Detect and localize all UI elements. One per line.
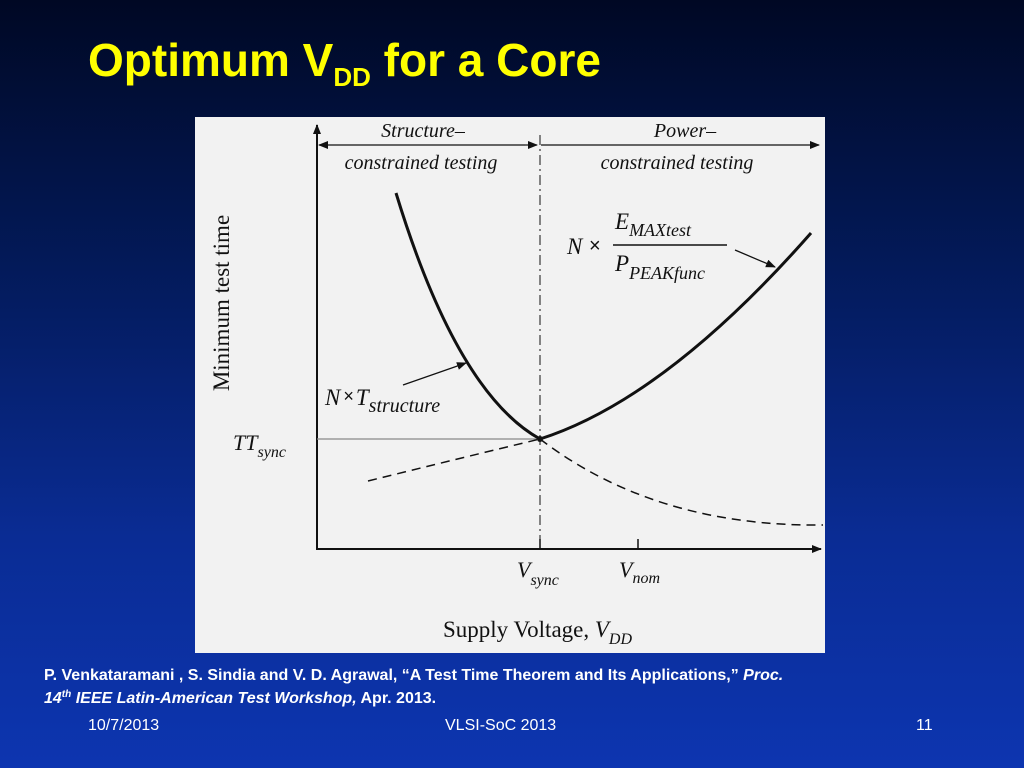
- ttsync-label-main: TT: [233, 430, 259, 455]
- left-dashed-curve: [367, 438, 541, 482]
- reference-date: Apr. 2013.: [356, 690, 437, 707]
- reference-citation: P. Venkataramani , S. Sindia and V. D. A…: [44, 664, 984, 710]
- power-label-denominator: PPEAKfunc: [614, 251, 705, 283]
- intersection-point: [537, 436, 543, 442]
- footer-page-number: 11: [916, 717, 933, 734]
- power-numerator-sub: MAXtest: [628, 220, 692, 240]
- structure-label-n: N: [324, 385, 342, 410]
- structure-label-arrow: [402, 362, 467, 386]
- vnom-label-main: V: [619, 557, 635, 582]
- power-label-arrow: [734, 249, 776, 268]
- reference-venue: IEEE Latin-American Test Workshop,: [71, 690, 357, 707]
- structure-curve: [394, 192, 541, 441]
- title-main: Optimum V: [88, 34, 334, 86]
- reference-edition: 14: [44, 690, 62, 707]
- reference-superscript: th: [61, 689, 72, 700]
- region-right-line2: constrained testing: [601, 152, 754, 174]
- vsync-label: Vsync: [517, 557, 559, 589]
- structure-label-t: T: [356, 385, 371, 410]
- test-time-diagram: Structure– constrained testing Power– co…: [195, 117, 825, 653]
- reference-authors: P. Venkataramani , S. Sindia and V. D. A…: [44, 667, 744, 684]
- footer-conference: VLSI-SoC 2013: [445, 717, 557, 734]
- power-curve: [539, 232, 813, 441]
- x-axis-label: Supply Voltage, VDD: [443, 617, 632, 648]
- y-axis-label: Minimum test time: [209, 215, 234, 391]
- power-label-n: N: [566, 234, 584, 259]
- footer-date: 10/7/2013: [88, 717, 160, 734]
- x-axis-label-sub: DD: [608, 631, 633, 648]
- structure-curve-label: N ×Tstructure: [324, 385, 440, 417]
- vnom-label-sub: nom: [632, 570, 660, 587]
- structure-label-sub: structure: [369, 395, 441, 417]
- x-axis-label-main: Supply Voltage,: [443, 617, 595, 642]
- reference-proc: Proc.: [743, 667, 784, 684]
- structure-label-times: ×: [343, 386, 354, 406]
- vsync-label-sub: sync: [530, 572, 558, 589]
- title-subscript: DD: [333, 62, 371, 92]
- ttsync-label: TTsync: [233, 430, 286, 461]
- title-rest: for a Core: [370, 34, 601, 86]
- diagram-svg: Structure– constrained testing Power– co…: [209, 120, 824, 648]
- vnom-label: Vnom: [619, 557, 660, 587]
- region-left-line1: Structure–: [381, 120, 466, 142]
- power-denominator-p: P: [614, 251, 629, 276]
- vsync-label-main: V: [517, 557, 533, 582]
- power-numerator-e: E: [614, 209, 629, 234]
- x-axis-label-var: V: [595, 617, 612, 642]
- slide-title: Optimum VDD for a Core: [88, 30, 601, 107]
- power-label-numerator: EMAXtest: [614, 209, 692, 240]
- region-right-line1: Power–: [653, 120, 717, 142]
- region-left-line2: constrained testing: [345, 152, 498, 174]
- right-dashed-curve: [539, 438, 824, 526]
- power-label-times: ×: [589, 235, 601, 257]
- power-denominator-sub: PEAKfunc: [628, 263, 705, 283]
- ttsync-label-sub: sync: [257, 444, 285, 461]
